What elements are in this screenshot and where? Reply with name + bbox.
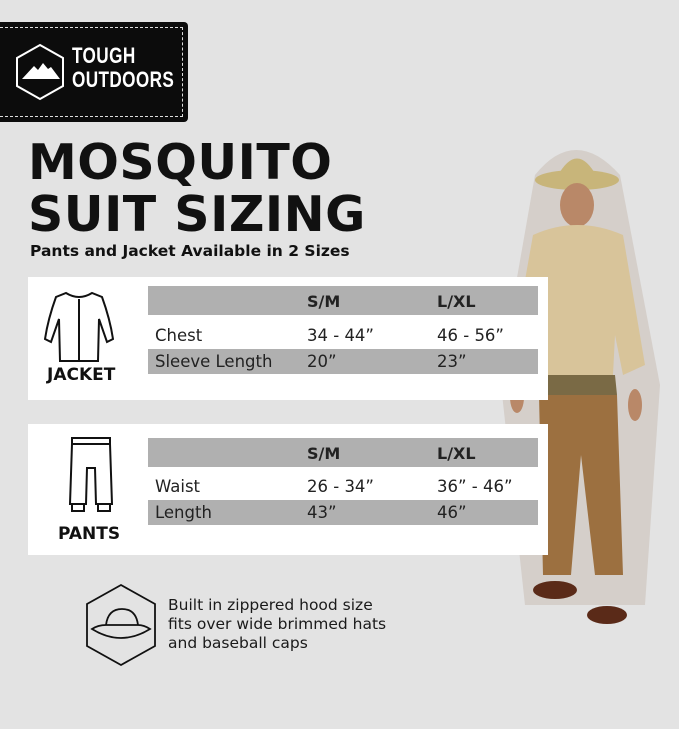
row-label: Waist xyxy=(155,477,201,496)
jacket-size-card: JACKET S/M L/XL Chest 34 - 44” 46 - 56” … xyxy=(28,277,548,400)
brand-line-2: OUTDOORS xyxy=(72,67,175,92)
cell-lxl: 23” xyxy=(437,352,467,371)
pants-icon xyxy=(68,437,114,512)
mountain-hexagon-icon xyxy=(16,43,64,101)
title-line-2: SUIT SIZING xyxy=(28,186,366,243)
hat-hexagon-icon xyxy=(86,583,156,667)
header-lxl: L/XL xyxy=(437,444,476,463)
cell-lxl: 36” - 46” xyxy=(437,477,513,496)
table-row: Waist 26 - 34” 36” - 46” xyxy=(148,474,538,499)
cell-lxl: 46 - 56” xyxy=(437,326,504,345)
brand-logo: TOUGH OUTDOORS xyxy=(0,22,188,122)
header-lxl: L/XL xyxy=(437,292,476,311)
row-label: Length xyxy=(155,503,212,522)
pants-size-card: PANTS S/M L/XL Waist 26 - 34” 36” - 46” … xyxy=(28,424,548,555)
subtitle: Pants and Jacket Available in 2 Sizes xyxy=(30,242,350,260)
brand-line-1: TOUGH xyxy=(72,43,136,68)
pants-label: PANTS xyxy=(58,524,121,544)
header-sm: S/M xyxy=(307,444,341,463)
brand-name: TOUGH OUTDOORS xyxy=(72,44,174,92)
cell-lxl: 46” xyxy=(437,503,467,522)
note-line-2: fits over wide brimmed hats xyxy=(168,615,387,633)
jacket-label: JACKET xyxy=(47,365,116,385)
table-row: Sleeve Length 20” 23” xyxy=(148,349,538,374)
jacket-header-row: S/M L/XL xyxy=(148,286,538,315)
table-row: Chest 34 - 44” 46 - 56” xyxy=(148,323,538,348)
hood-note: Built in zippered hood size fits over wi… xyxy=(168,596,386,653)
note-line-3: and baseball caps xyxy=(168,634,308,652)
row-label: Sleeve Length xyxy=(155,352,273,371)
cell-sm: 43” xyxy=(307,503,337,522)
row-label: Chest xyxy=(155,326,203,345)
note-line-1: Built in zippered hood size xyxy=(168,596,373,614)
cell-sm: 26 - 34” xyxy=(307,477,374,496)
header-sm: S/M xyxy=(307,292,341,311)
table-row: Length 43” 46” xyxy=(148,500,538,525)
logo-stitching xyxy=(0,27,183,117)
cell-sm: 20” xyxy=(307,352,337,371)
title-line-1: MOSQUITO xyxy=(28,134,333,191)
pants-header-row: S/M L/XL xyxy=(148,438,538,467)
cell-sm: 34 - 44” xyxy=(307,326,374,345)
jacket-icon xyxy=(44,291,114,362)
